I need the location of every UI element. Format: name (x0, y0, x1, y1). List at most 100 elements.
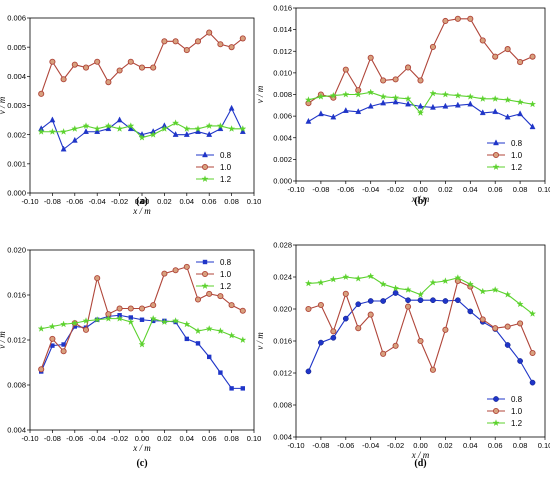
x-tick-label: 0.00 (413, 185, 428, 194)
data-point (479, 316, 486, 323)
data-point (127, 318, 135, 325)
legend-marker (201, 175, 209, 182)
x-tick-label: 0.04 (179, 197, 194, 206)
data-point (367, 311, 374, 318)
data-point (205, 325, 213, 332)
y-tick-label: 0.020 (273, 305, 292, 314)
data-point (138, 340, 146, 348)
data-point (218, 370, 223, 375)
data-point (49, 335, 56, 342)
data-point (417, 77, 424, 84)
data-point (138, 133, 146, 141)
series-line (40, 107, 244, 151)
data-point (183, 263, 190, 270)
data-point (367, 88, 375, 96)
x-tick-label: -0.06 (66, 197, 83, 206)
legend-marker (492, 419, 500, 426)
x-tick-label: -0.10 (21, 197, 38, 206)
data-point (516, 300, 524, 308)
data-point (529, 100, 537, 108)
legend-label: 0.8 (511, 139, 523, 148)
data-point (441, 277, 449, 284)
series-line (40, 314, 243, 389)
data-point (430, 103, 436, 110)
data-point (239, 35, 246, 42)
data-point (429, 278, 437, 286)
data-point (454, 91, 462, 99)
data-point (405, 100, 411, 107)
data-point (60, 145, 67, 152)
data-point (60, 348, 67, 355)
data-point (194, 125, 202, 132)
data-point (467, 308, 474, 315)
data-point (417, 109, 424, 116)
data-point (183, 47, 190, 54)
data-point (404, 286, 412, 293)
data-point (354, 90, 362, 98)
x-axis-label: x / m (132, 206, 151, 216)
legend-marker (201, 282, 209, 289)
data-point (467, 100, 474, 107)
panel-label: (b) (414, 196, 426, 207)
data-point (116, 67, 123, 74)
data-point (305, 117, 312, 124)
legend-label: 1.2 (511, 163, 523, 172)
data-point (105, 79, 112, 86)
series-1-0 (305, 15, 536, 107)
data-point (82, 64, 90, 71)
data-point (127, 305, 134, 312)
x-tick-label: 0.00 (413, 441, 428, 450)
data-point (466, 93, 474, 100)
data-point (342, 273, 350, 280)
x-tick-label: 0.06 (488, 185, 503, 194)
data-point (216, 122, 224, 129)
legend-label: 1.2 (220, 175, 232, 184)
data-point (342, 90, 350, 98)
data-point (38, 366, 45, 373)
data-point (228, 302, 235, 309)
series-0-8 (38, 104, 246, 152)
data-point (529, 53, 536, 60)
y-axis-label: v / m (255, 332, 265, 350)
data-point (430, 297, 436, 304)
y-tick-label: 0.004 (7, 426, 26, 435)
y-tick-label: 0.012 (273, 47, 292, 56)
data-point (454, 101, 461, 108)
x-tick-label: 0.10 (247, 197, 262, 206)
series-line (40, 31, 244, 95)
y-tick-label: 0.010 (273, 68, 292, 77)
data-point (216, 327, 224, 334)
legend: 0.8 1.0 1.2 (487, 139, 523, 172)
data-point (442, 326, 449, 333)
data-point (183, 131, 190, 137)
data-point (467, 15, 474, 22)
y-tick-label: 0.006 (273, 112, 292, 121)
legend-label: 0.8 (511, 395, 523, 404)
data-point (184, 336, 189, 342)
data-point (405, 297, 411, 304)
legend-label: 0.8 (220, 151, 232, 160)
data-point (49, 58, 56, 65)
data-point (94, 275, 101, 282)
legend-marker (201, 270, 209, 278)
y-tick-label: 0.004 (7, 72, 26, 81)
chart-panel: -0.10 -0.08 -0.06 -0.04 -0.02 0.00 0.02 0.04 0.0… (0, 14, 261, 216)
data-point (228, 331, 236, 339)
data-point (504, 46, 511, 53)
series-1-2 (37, 119, 247, 141)
x-tick-label: -0.10 (287, 185, 304, 194)
data-point (160, 125, 168, 132)
series-line (308, 18, 533, 104)
series-0-8 (39, 313, 245, 391)
series-1-0 (305, 277, 536, 373)
legend: 0.8 1.0 1.2 (196, 258, 232, 291)
x-tick-label: -0.02 (111, 197, 128, 206)
data-point (380, 99, 387, 106)
data-point (379, 93, 387, 100)
data-point (479, 95, 487, 102)
data-point (504, 290, 512, 298)
data-point (49, 116, 56, 123)
x-tick-label: 0.10 (247, 434, 262, 443)
data-point (392, 94, 400, 101)
data-point (404, 64, 412, 71)
